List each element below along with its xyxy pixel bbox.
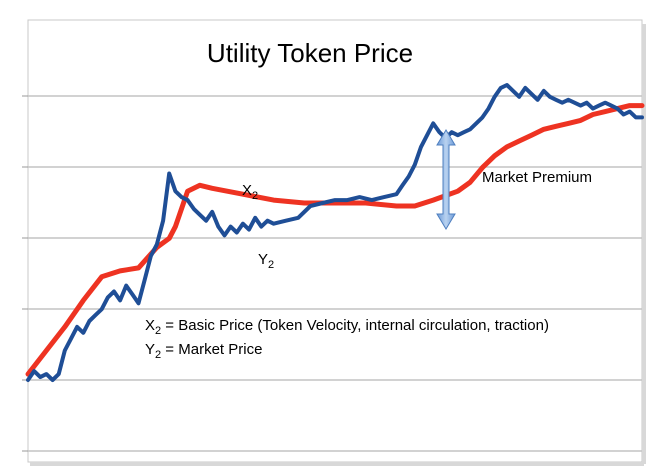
y2-label-base: Y bbox=[258, 251, 268, 268]
x2-label-base: X bbox=[242, 182, 252, 199]
y2-series-label: Y2 bbox=[258, 251, 274, 271]
x2-label-sub: 2 bbox=[252, 190, 258, 202]
legend-line2-text: = Market Price bbox=[161, 341, 262, 358]
market-premium-label: Market Premium bbox=[482, 169, 592, 186]
legend-line1-sub: 2 bbox=[155, 325, 161, 337]
series-line-x2 bbox=[25, 103, 645, 377]
legend-line2-base: Y bbox=[145, 341, 155, 358]
legend-line1-base: X bbox=[145, 317, 155, 334]
series-layer bbox=[25, 83, 645, 382]
legend-line-market-price: Y2 = Market Price bbox=[145, 341, 262, 361]
legend-line2-sub: 2 bbox=[155, 349, 161, 361]
chart-title: Utility Token Price bbox=[207, 38, 413, 68]
x2-series-label: X2 bbox=[242, 182, 258, 202]
y2-label-sub: 2 bbox=[268, 259, 274, 271]
y-axis-ticks bbox=[22, 95, 28, 452]
legend-line-basic-price: X2 = Basic Price (Token Velocity, intern… bbox=[145, 317, 549, 337]
legend-line1-text: = Basic Price (Token Velocity, internal … bbox=[161, 317, 549, 334]
series-line-y2 bbox=[26, 83, 644, 382]
market-premium-arrow bbox=[436, 129, 456, 230]
gridlines bbox=[28, 95, 642, 452]
plot-area bbox=[27, 19, 646, 466]
